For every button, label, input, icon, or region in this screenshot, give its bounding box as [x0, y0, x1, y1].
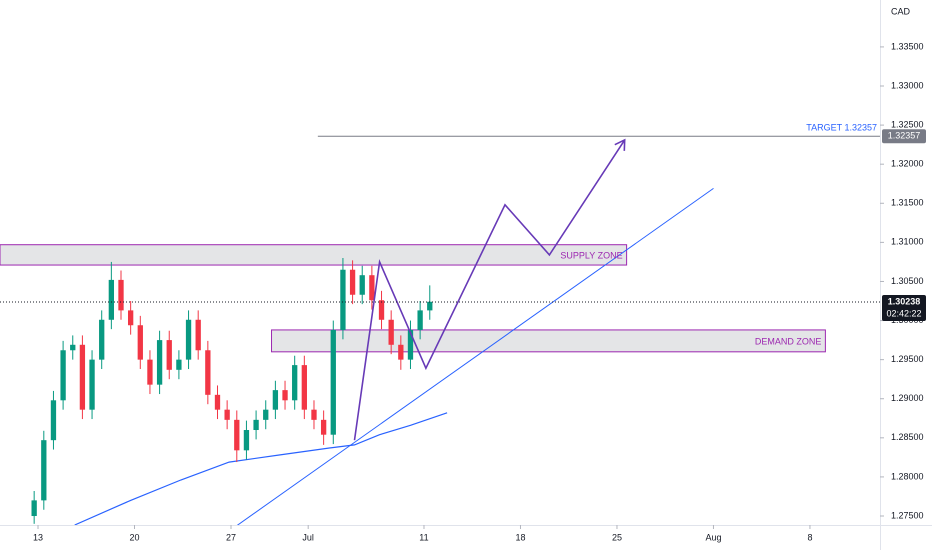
projection-path [353, 139, 626, 441]
zone [0, 244, 628, 266]
candle-body [427, 301, 433, 311]
candle-body [330, 329, 336, 435]
x-tick-label: 18 [515, 532, 525, 542]
x-tick-label: 20 [130, 532, 140, 542]
y-tick-label: 1.29000 [891, 393, 924, 403]
candle-body [272, 390, 279, 410]
zone-label: SUPPLY ZONE [560, 250, 622, 260]
x-tick-label: Aug [705, 532, 721, 542]
candle-body [320, 419, 327, 435]
x-tick-label: 11 [419, 532, 428, 542]
candle-body [340, 269, 346, 330]
last-price-badge [882, 294, 926, 321]
candle-body [185, 319, 192, 360]
candle-body [378, 300, 385, 320]
candle-body [195, 319, 201, 351]
x-tick-label: 8 [807, 532, 812, 542]
candle-body [99, 319, 105, 360]
candle-body [398, 344, 404, 360]
candle-body [147, 359, 153, 385]
y-tick-label: 1.28500 [891, 432, 924, 442]
y-tick-label: 1.32000 [891, 159, 924, 169]
candle-body [31, 500, 37, 517]
y-tick-label: 1.28000 [891, 471, 924, 481]
candle-body [79, 344, 86, 410]
zone-label: DEMAND ZONE [755, 336, 822, 346]
x-tick-label: 27 [226, 532, 236, 542]
candle-body [292, 365, 298, 401]
target-badge [882, 129, 926, 144]
candle-body [156, 340, 163, 385]
candle-body [282, 390, 288, 401]
countdown: 02:42:22 [886, 308, 921, 318]
y-tick-label: 1.32500 [891, 119, 924, 129]
candle-body [301, 365, 307, 410]
candle-body [349, 269, 356, 295]
y-tick-label: 1.33000 [891, 80, 924, 90]
y-tick-label: 1.33500 [891, 41, 924, 51]
last-price-label: 1.30238 [888, 296, 921, 306]
candle-body [41, 440, 47, 501]
trendline [236, 187, 714, 525]
candle-body [311, 409, 317, 420]
x-tick-label: 25 [612, 532, 622, 542]
y-tick-label: 1.31000 [891, 237, 924, 247]
target-badge-label: 1.32357 [888, 131, 921, 141]
candle-body [50, 400, 57, 441]
plot-area [0, 135, 880, 525]
x-tick-label: Jul [302, 532, 314, 542]
candle-body [108, 279, 115, 320]
candle-body [127, 310, 134, 326]
candle-body [166, 340, 172, 370]
candle-body [214, 394, 221, 410]
candle-body [224, 409, 230, 420]
y-tick-label: 1.30500 [891, 276, 924, 286]
candle-body [89, 359, 95, 410]
candle-body [263, 409, 269, 420]
y-tick-label: 1.31500 [891, 198, 924, 208]
candle-body [70, 344, 76, 351]
candle-body [137, 325, 143, 360]
candle-body [243, 430, 250, 451]
candle-body [205, 350, 211, 395]
x-tick-label: 13 [33, 532, 43, 542]
moving-average [74, 412, 448, 525]
y-tick-label: 1.27500 [891, 510, 924, 520]
candle-body [60, 350, 66, 401]
y-tick-label: 1.29500 [891, 354, 924, 364]
candle-body [388, 319, 394, 345]
candle-body [118, 279, 124, 311]
candle-body [369, 275, 375, 301]
target-label: TARGET 1.32357 [806, 123, 877, 133]
projection-arrowhead [614, 138, 626, 151]
candle-body [407, 329, 414, 360]
candle-body [234, 419, 240, 451]
candle-body [253, 419, 259, 431]
currency: CAD [891, 6, 911, 16]
zone [271, 329, 826, 353]
candle-body [417, 310, 423, 330]
candle-body [359, 275, 365, 295]
candle-body [176, 359, 182, 370]
